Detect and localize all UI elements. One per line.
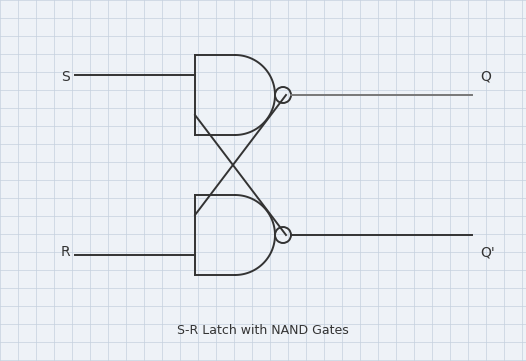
Text: S: S: [61, 70, 70, 84]
Text: S-R Latch with NAND Gates: S-R Latch with NAND Gates: [177, 323, 349, 336]
Text: Q': Q': [480, 245, 495, 259]
Text: Q: Q: [480, 70, 491, 84]
Text: R: R: [60, 245, 70, 259]
